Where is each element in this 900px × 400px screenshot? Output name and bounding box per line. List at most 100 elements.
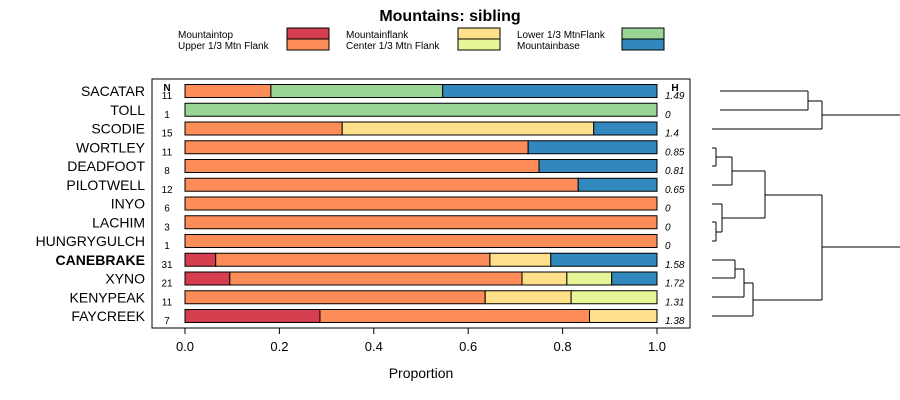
legend-swatch: [457, 38, 501, 51]
h-value: 1.58: [665, 260, 685, 271]
n-value: 11: [162, 147, 173, 158]
bar-segment: [538, 159, 658, 173]
h-value: 1.4: [665, 129, 679, 140]
bar-segment: [611, 271, 658, 286]
bar-segment: [570, 290, 658, 305]
bar-segment: [184, 159, 540, 173]
bar-segment: [484, 290, 572, 305]
h-value: 0: [665, 204, 671, 215]
h-value: 0.85: [665, 147, 685, 158]
x-tick-label: 0.0: [176, 339, 194, 354]
bar-segment: [184, 252, 217, 267]
h-header: H: [671, 83, 678, 94]
category-label: INYO: [111, 196, 145, 212]
category-label: CANEBRAKE: [56, 252, 145, 268]
bar-segment: [527, 140, 658, 155]
n-value: 15: [161, 129, 173, 140]
legend-swatch: [621, 38, 665, 51]
category-label: LACHIM: [92, 214, 145, 230]
bar-segment: [577, 177, 658, 192]
bar-segment: [184, 84, 272, 98]
category-label: FAYCREEK: [71, 308, 145, 324]
bar-segment: [550, 252, 658, 267]
dendrogram-branch: [712, 195, 900, 317]
category-label: PILOTWELL: [66, 177, 145, 193]
h-value: 0.65: [665, 185, 685, 196]
bar-segment: [489, 252, 552, 267]
x-tick-label: 0.4: [365, 339, 383, 354]
bar-segment: [319, 309, 590, 323]
n-value: 8: [164, 166, 170, 177]
dendrogram-branch: [712, 259, 753, 298]
category-label: HUNGRYGULCH: [36, 233, 145, 249]
bar-segment: [184, 290, 486, 305]
n-value: 1: [164, 241, 170, 252]
h-value: 0: [665, 241, 671, 252]
bar-segment: [215, 252, 491, 267]
h-value: 1.38: [665, 316, 685, 327]
n-value: 6: [164, 204, 170, 215]
bar-segment: [442, 84, 658, 98]
legend-label: Mountainbase: [517, 41, 580, 52]
n-value: 11: [162, 297, 173, 308]
dendrogram-branch: [712, 147, 765, 186]
bar-segment: [593, 121, 658, 136]
bar-segment: [184, 177, 579, 192]
bar-segment: [184, 140, 529, 155]
legend-swatch: [621, 27, 665, 40]
h-value: 1.72: [665, 279, 685, 290]
category-label: SACATAR: [81, 83, 145, 99]
legend-swatch: [286, 38, 330, 51]
bar-segment: [184, 102, 658, 117]
category-label: TOLL: [110, 102, 145, 118]
legend-label: Mountainflank: [346, 30, 409, 41]
n-value: 1: [164, 110, 170, 121]
category-label: DEADFOOT: [67, 158, 145, 174]
dendrogram: [712, 90, 900, 317]
bar-segment: [229, 271, 523, 286]
h-value: 1.31: [665, 297, 684, 308]
n-header: N: [163, 83, 170, 94]
bar-segment: [184, 271, 231, 286]
legend-swatch: [457, 27, 501, 40]
h-value: 1.49: [665, 91, 685, 102]
bar-segment: [184, 309, 321, 323]
x-tick-label: 0.6: [459, 339, 477, 354]
dendrogram-branch: [764, 171, 822, 218]
bar-segment: [270, 84, 444, 98]
category-label: KENYPEAK: [70, 289, 146, 305]
h-value: 0: [665, 222, 671, 233]
n-value: 7: [164, 316, 170, 327]
category-label: WORTLEY: [76, 139, 146, 155]
bar-segment: [184, 196, 658, 211]
legend-label: Mountaintop: [178, 30, 233, 41]
bar-segment: [184, 234, 658, 248]
x-axis-label: Proportion: [389, 365, 454, 381]
n-value: 21: [161, 279, 173, 290]
bar-rows: SACATAR 11 1.49 TOLL 1 0 SCODIE 15 1.4 WORTLEY 11 0…: [36, 83, 685, 327]
legend-swatch: [286, 27, 330, 40]
h-value: 0: [665, 110, 671, 121]
x-tick-label: 1.0: [648, 339, 666, 354]
n-value: 31: [161, 260, 173, 271]
x-tick-label: 0.8: [554, 339, 572, 354]
chart-title: Mountains: sibling: [379, 8, 520, 25]
legend-label: Center 1/3 Mtn Flank: [346, 41, 440, 52]
bar-segment: [566, 271, 613, 286]
h-value: 0.81: [665, 166, 684, 177]
category-label: SCODIE: [91, 121, 145, 137]
bar-segment: [184, 215, 658, 230]
plot-frame: [151, 78, 691, 329]
category-label: XYNO: [105, 271, 145, 287]
n-value: 12: [161, 185, 173, 196]
x-axis: 0.0 0.2 0.4 0.6 0.8 1.0: [176, 328, 666, 354]
n-value: 11: [162, 91, 173, 102]
bar-segment: [184, 121, 343, 136]
bar-segment: [521, 271, 568, 286]
legend-label: Lower 1/3 MtnFlank: [517, 30, 606, 41]
dendrogram-branch: [712, 203, 765, 242]
dendrogram-branch: [720, 90, 822, 111]
x-tick-label: 0.2: [270, 339, 288, 354]
